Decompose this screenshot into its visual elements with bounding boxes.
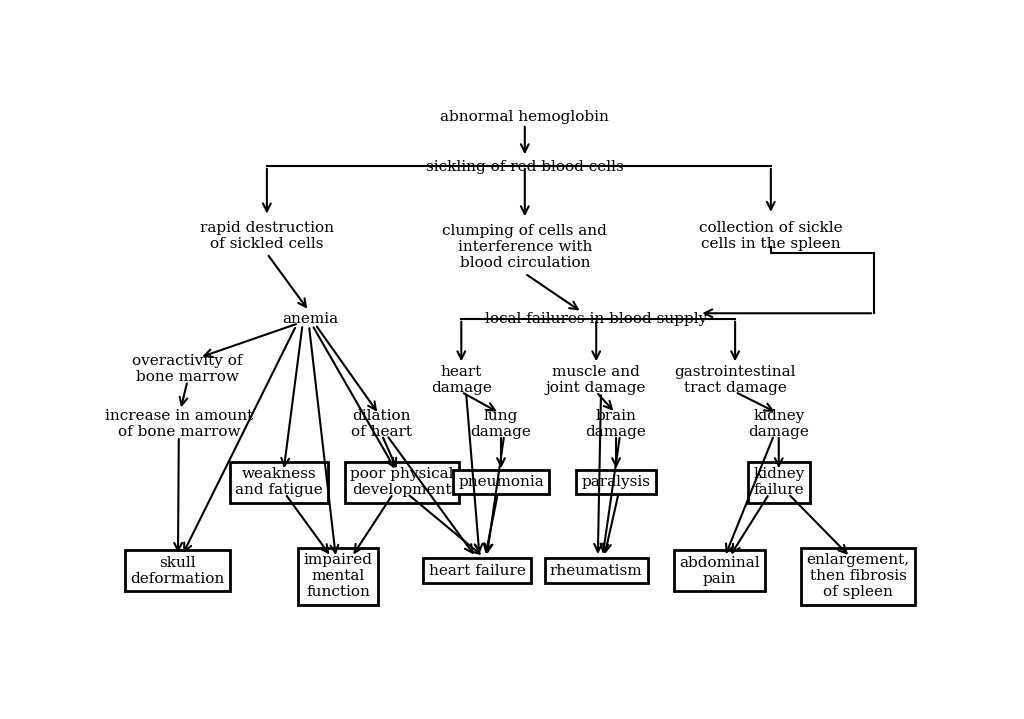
Text: paralysis: paralysis xyxy=(582,475,650,489)
Text: clumping of cells and
interference with
blood circulation: clumping of cells and interference with … xyxy=(442,224,607,270)
Text: increase in amount
of bone marrow: increase in amount of bone marrow xyxy=(105,409,254,439)
Text: brain
damage: brain damage xyxy=(586,409,646,439)
Text: heart
damage: heart damage xyxy=(431,365,492,395)
Text: muscle and
joint damage: muscle and joint damage xyxy=(546,365,646,395)
Text: enlargement,
then fibrosis
of spleen: enlargement, then fibrosis of spleen xyxy=(807,553,909,600)
Text: sickling of red blood cells: sickling of red blood cells xyxy=(426,160,624,173)
Text: heart failure: heart failure xyxy=(429,564,525,577)
Text: abdominal
pain: abdominal pain xyxy=(679,556,760,586)
Text: kidney
failure: kidney failure xyxy=(753,467,805,498)
Text: pneumonia: pneumonia xyxy=(458,475,544,489)
Text: weakness
and fatigue: weakness and fatigue xyxy=(234,467,323,498)
Text: abnormal hemoglobin: abnormal hemoglobin xyxy=(440,110,609,124)
Text: local failures in blood supply: local failures in blood supply xyxy=(485,312,708,326)
Text: dilation
of heart: dilation of heart xyxy=(351,409,413,439)
Text: anemia: anemia xyxy=(283,312,339,326)
Text: kidney
damage: kidney damage xyxy=(749,409,809,439)
Text: impaired
mental
function: impaired mental function xyxy=(304,553,373,600)
Text: gastrointestinal
tract damage: gastrointestinal tract damage xyxy=(675,365,796,395)
Text: collection of sickle
cells in the spleen: collection of sickle cells in the spleen xyxy=(699,221,843,251)
Text: lung
damage: lung damage xyxy=(471,409,531,439)
Text: rheumatism: rheumatism xyxy=(550,564,642,577)
Text: rapid destruction
of sickled cells: rapid destruction of sickled cells xyxy=(200,221,334,251)
Text: overactivity of
bone marrow: overactivity of bone marrow xyxy=(132,354,243,384)
Text: poor physical
development: poor physical development xyxy=(350,467,454,498)
Text: skull
deformation: skull deformation xyxy=(130,556,224,586)
